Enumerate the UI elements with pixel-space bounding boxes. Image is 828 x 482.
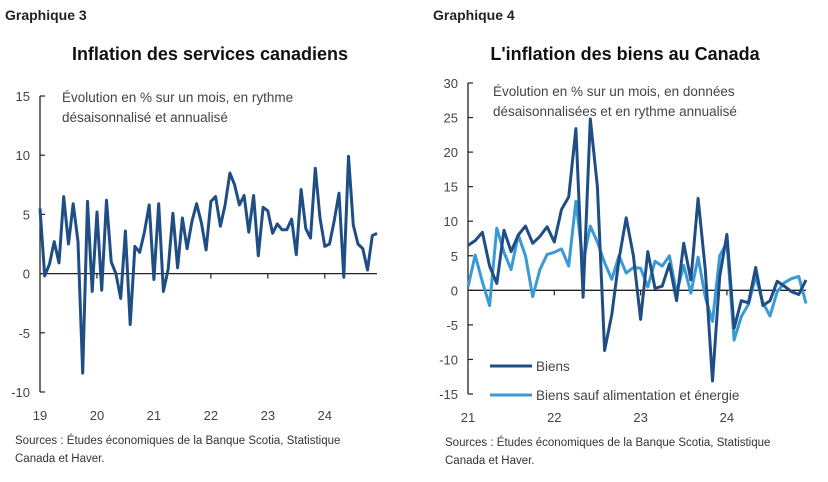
series-line-biens bbox=[467, 117, 808, 383]
y-tick-label: 25 bbox=[444, 111, 458, 126]
x-tick-label: 24 bbox=[720, 410, 734, 425]
y-tick-label: -10 bbox=[439, 352, 458, 367]
x-tick-label: 19 bbox=[33, 408, 47, 423]
x-tick-label: 24 bbox=[318, 408, 332, 423]
chart-subtitle: Évolution en % sur un mois, en données bbox=[493, 84, 735, 99]
chart4-title: L'inflation des biens au Canada bbox=[490, 44, 760, 64]
y-tick-label: 15 bbox=[16, 89, 30, 104]
sources-line: Sources : Études économiques de la Banqu… bbox=[445, 437, 771, 449]
chart4-label: Graphique 4 bbox=[433, 7, 515, 23]
sources-line: Canada et Haver. bbox=[15, 453, 105, 465]
x-tick-label: 23 bbox=[261, 408, 275, 423]
y-tick-label: 30 bbox=[444, 76, 458, 91]
x-tick-label: 23 bbox=[633, 410, 647, 425]
chart4-sources: Sources : Études économiques de la Banqu… bbox=[445, 434, 825, 470]
x-tick-label: 22 bbox=[547, 410, 561, 425]
chart-subtitle: désaisonnalisé et annualisé bbox=[62, 110, 228, 125]
legend-label: Biens bbox=[536, 359, 570, 374]
sources-line: Sources : Études économiques de la Banqu… bbox=[15, 435, 341, 447]
x-tick-label: 22 bbox=[204, 408, 218, 423]
y-tick-label: 15 bbox=[444, 180, 458, 195]
y-tick-label: 0 bbox=[451, 283, 458, 298]
legend-label: Biens sauf alimentation et énergie bbox=[536, 388, 739, 403]
y-tick-label: -15 bbox=[439, 387, 458, 402]
sources-line: Canada et Haver. bbox=[445, 455, 535, 467]
y-tick-label: 0 bbox=[23, 267, 30, 282]
y-tick-label: -5 bbox=[446, 318, 458, 333]
chart-subtitle: désaisonnalisées et en rythme annualisé bbox=[493, 104, 737, 119]
y-tick-label: 20 bbox=[444, 145, 458, 160]
y-tick-label: 10 bbox=[444, 214, 458, 229]
y-tick-label: -10 bbox=[11, 385, 30, 400]
chart3-label: Graphique 3 bbox=[5, 7, 87, 23]
x-tick-label: 21 bbox=[147, 408, 161, 423]
chart3-sources: Sources : Études économiques de la Banqu… bbox=[15, 432, 395, 468]
chart3-title: Inflation des services canadiens bbox=[71, 44, 349, 64]
chart-subtitle: Évolution en % sur un mois, en rythme bbox=[62, 90, 293, 105]
x-tick-label: 20 bbox=[90, 408, 104, 423]
series-line-services bbox=[38, 154, 378, 375]
x-tick-label: 21 bbox=[461, 410, 475, 425]
y-tick-label: 5 bbox=[23, 207, 30, 222]
y-tick-label: 5 bbox=[451, 249, 458, 264]
y-tick-label: 10 bbox=[16, 148, 30, 163]
y-tick-label: -5 bbox=[18, 326, 30, 341]
